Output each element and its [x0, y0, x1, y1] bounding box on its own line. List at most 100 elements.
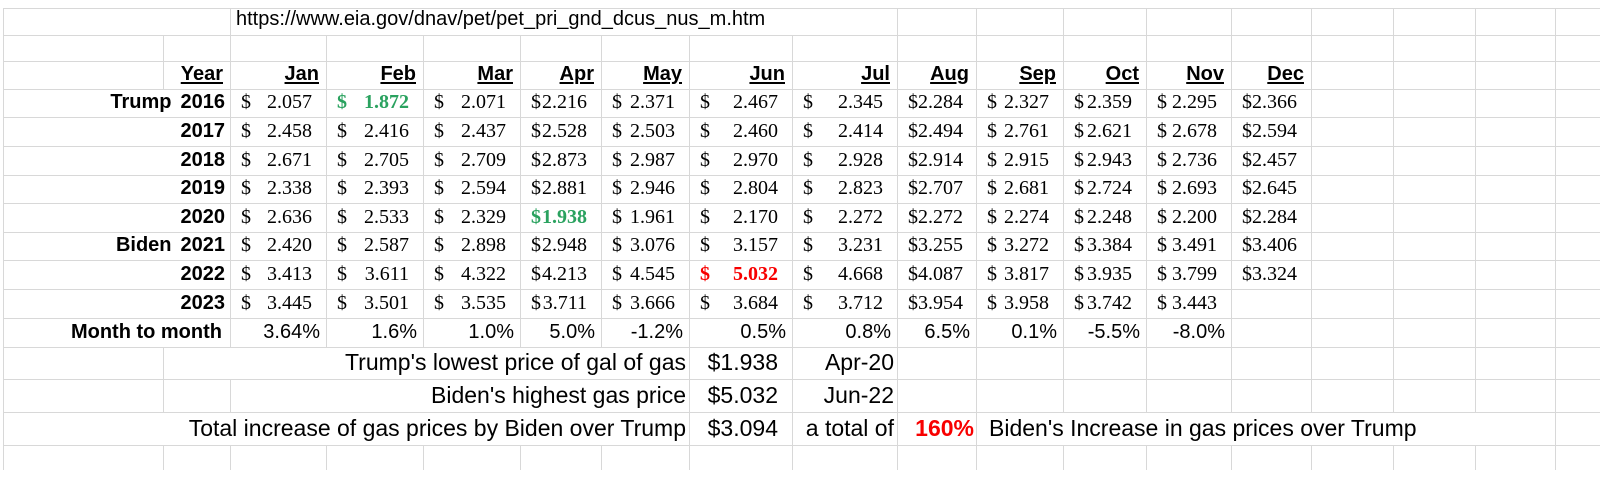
cell-empty[interactable]: [1394, 348, 1476, 379]
cell-2022-dec[interactable]: $3.324: [1232, 261, 1312, 289]
cell-empty[interactable]: [898, 446, 977, 470]
cell-empty[interactable]: [977, 446, 1064, 470]
cell-2021-jan[interactable]: $2.420: [231, 233, 327, 260]
cell-empty[interactable]: [231, 446, 327, 470]
cell-2019-nov[interactable]: $2.693: [1147, 176, 1232, 203]
cell-blank[interactable]: [4, 348, 164, 379]
summary-note2[interactable]: Biden's Increase in gas prices over Trum…: [977, 413, 1556, 445]
cell-empty[interactable]: [1556, 147, 1600, 175]
cell-empty[interactable]: [1556, 90, 1600, 117]
cell-mtm-jul[interactable]: 0.8%: [793, 319, 898, 347]
cell-empty[interactable]: [1556, 290, 1600, 318]
cell-mtm-may[interactable]: -1.2%: [602, 319, 690, 347]
cell-2020-mar[interactable]: $2.329: [424, 204, 521, 232]
cell-empty[interactable]: [1312, 446, 1394, 470]
cell-2018-may[interactable]: $2.987: [602, 147, 690, 175]
cell-2016-apr[interactable]: $2.216: [521, 90, 602, 117]
cell-empty[interactable]: [1312, 290, 1394, 318]
cell-empty[interactable]: [1064, 380, 1147, 412]
cell-empty[interactable]: [1064, 9, 1147, 35]
cell-2017-sep[interactable]: $2.761: [977, 118, 1064, 146]
cell-empty[interactable]: [1476, 348, 1556, 379]
cell-empty[interactable]: [793, 36, 898, 61]
summary-value[interactable]: $3.094: [690, 413, 793, 445]
cell-empty[interactable]: [1312, 233, 1394, 260]
summary-value[interactable]: $5.032: [690, 380, 793, 412]
cell-empty[interactable]: [1064, 36, 1147, 61]
cell-era-year-2016[interactable]: Trump 2016: [4, 90, 231, 117]
cell-2022-feb[interactable]: $3.611: [327, 261, 424, 289]
cell-empty[interactable]: [1556, 380, 1600, 412]
cell-2020-nov[interactable]: $2.200: [1147, 204, 1232, 232]
cell-2016-feb[interactable]: $1.872: [327, 90, 424, 117]
cell-empty[interactable]: [1147, 9, 1232, 35]
cell-mtm-jun[interactable]: 0.5%: [690, 319, 793, 347]
cell-mtm-apr[interactable]: 5.0%: [521, 319, 602, 347]
header-year[interactable]: Year: [164, 62, 231, 89]
cell-2020-jan[interactable]: $2.636: [231, 204, 327, 232]
header-may[interactable]: May: [602, 62, 690, 89]
cell-2018-jan[interactable]: $2.671: [231, 147, 327, 175]
cell-empty[interactable]: [1556, 118, 1600, 146]
cell-empty[interactable]: [1312, 90, 1394, 117]
cell-2018-apr[interactable]: $2.873: [521, 147, 602, 175]
cell-2022-may[interactable]: $4.545: [602, 261, 690, 289]
cell-2018-nov[interactable]: $2.736: [1147, 147, 1232, 175]
summary-date[interactable]: Apr-20: [793, 348, 898, 379]
cell-2019-aug[interactable]: $2.707: [898, 176, 977, 203]
summary-label[interactable]: Biden's highest gas price: [231, 380, 690, 412]
cell-2023-nov[interactable]: $3.443: [1147, 290, 1232, 318]
header-dec[interactable]: Dec: [1232, 62, 1312, 89]
cell-2022-aug[interactable]: $4.087: [898, 261, 977, 289]
cell-empty[interactable]: [1556, 348, 1600, 379]
cell-empty[interactable]: [1312, 118, 1394, 146]
cell-2017-dec[interactable]: $2.594: [1232, 118, 1312, 146]
cell-mtm-aug[interactable]: 6.5%: [898, 319, 977, 347]
cell-empty[interactable]: [521, 446, 602, 470]
cell-2023-jan[interactable]: $3.445: [231, 290, 327, 318]
cell-empty[interactable]: [898, 348, 977, 379]
cell-empty[interactable]: [1476, 118, 1556, 146]
cell-2017-nov[interactable]: $2.678: [1147, 118, 1232, 146]
cell-2019-jul[interactable]: $2.823: [793, 176, 898, 203]
cell-empty[interactable]: [1394, 147, 1476, 175]
cell-2017-oct[interactable]: $2.621: [1064, 118, 1147, 146]
cell-empty[interactable]: [1232, 348, 1312, 379]
cell-2021-sep[interactable]: $3.272: [977, 233, 1064, 260]
cell-era-year-2023[interactable]: 2023: [4, 290, 231, 318]
cell-empty[interactable]: [1556, 176, 1600, 203]
cell-empty[interactable]: [1147, 36, 1232, 61]
cell-empty[interactable]: [1556, 446, 1600, 470]
cell-2018-dec[interactable]: $2.457: [1232, 147, 1312, 175]
summary-pct[interactable]: 160%: [898, 413, 977, 445]
cell-2020-feb[interactable]: $2.533: [327, 204, 424, 232]
cell-2020-may[interactable]: $1.961: [602, 204, 690, 232]
cell-empty[interactable]: [521, 36, 602, 61]
cell-2021-mar[interactable]: $2.898: [424, 233, 521, 260]
cell-2016-nov[interactable]: $2.295: [1147, 90, 1232, 117]
cell-empty[interactable]: [1064, 446, 1147, 470]
cell-2018-jul[interactable]: $2.928: [793, 147, 898, 175]
cell-2017-apr[interactable]: $2.528: [521, 118, 602, 146]
cell-2018-mar[interactable]: $2.709: [424, 147, 521, 175]
cell-2021-aug[interactable]: $3.255: [898, 233, 977, 260]
cell-empty[interactable]: [1476, 9, 1556, 35]
cell-2023-aug[interactable]: $3.954: [898, 290, 977, 318]
cell-empty[interactable]: [1312, 176, 1394, 203]
cell-2021-nov[interactable]: $3.491: [1147, 233, 1232, 260]
cell-mtm-mar[interactable]: 1.0%: [424, 319, 521, 347]
cell-2018-sep[interactable]: $2.915: [977, 147, 1064, 175]
cell-2016-jul[interactable]: $2.345: [793, 90, 898, 117]
cell-2020-oct[interactable]: $2.248: [1064, 204, 1147, 232]
cell-era-year-2021[interactable]: Biden 2021: [4, 233, 231, 260]
cell-2023-apr[interactable]: $3.711: [521, 290, 602, 318]
cell-empty[interactable]: [1476, 62, 1556, 89]
cell-2020-dec[interactable]: $2.284: [1232, 204, 1312, 232]
cell-empty[interactable]: [1232, 446, 1312, 470]
cell-empty[interactable]: [164, 36, 231, 61]
cell-empty[interactable]: [1394, 319, 1476, 347]
cell-empty[interactable]: [602, 446, 690, 470]
cell-empty[interactable]: [1394, 118, 1476, 146]
cell-empty[interactable]: [1556, 319, 1600, 347]
cell-empty[interactable]: [327, 36, 424, 61]
